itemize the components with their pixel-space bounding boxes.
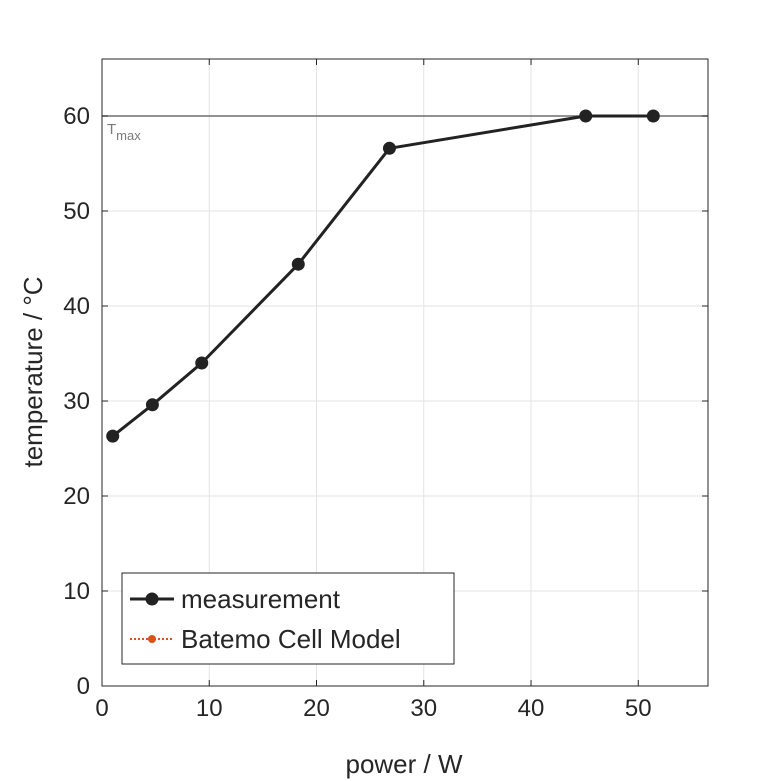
x-tick-label: 30 [410,695,437,722]
x-axis-title: power / W [345,749,462,779]
x-tick-label: 40 [518,695,545,722]
data-point [195,356,209,370]
data-point [382,141,396,155]
legend-label-2: Batemo Cell Model [181,624,401,654]
data-point [579,109,593,123]
legend-label-1: measurement [181,584,341,614]
legend: measurement Batemo Cell Model [121,572,455,665]
plot-frame [101,58,709,687]
y-tick-label: 10 [63,578,90,605]
legend-box [121,572,455,665]
tmax-label-main: T [107,121,116,138]
x-tick-label: 0 [95,695,108,722]
y-tick-label: 30 [63,388,90,415]
x-tick-label: 20 [303,695,330,722]
tmax-reference-line: Tmax [102,115,708,143]
legend-marker-2 [148,635,156,643]
data-point [646,109,660,123]
data-point [145,398,159,412]
y-tick-label: 60 [63,103,90,130]
axes: 0 10 20 30 40 50 0 10 20 30 40 50 60 [63,58,709,722]
x-tick-label: 10 [196,695,223,722]
tmax-label-sub: max [116,128,141,143]
data-point [291,257,305,271]
legend-marker-1 [145,592,159,606]
y-tick-label: 20 [63,483,90,510]
y-axis-title: temperature / °C [18,276,48,467]
tmax-label: Tmax [107,121,141,143]
series-layer [106,109,660,443]
data-point [106,429,120,443]
y-tick-label: 40 [63,293,90,320]
x-tick-label: 50 [625,695,652,722]
series-line-1 [111,114,654,438]
y-tick-label: 0 [77,673,90,700]
y-tick-label: 50 [63,198,90,225]
